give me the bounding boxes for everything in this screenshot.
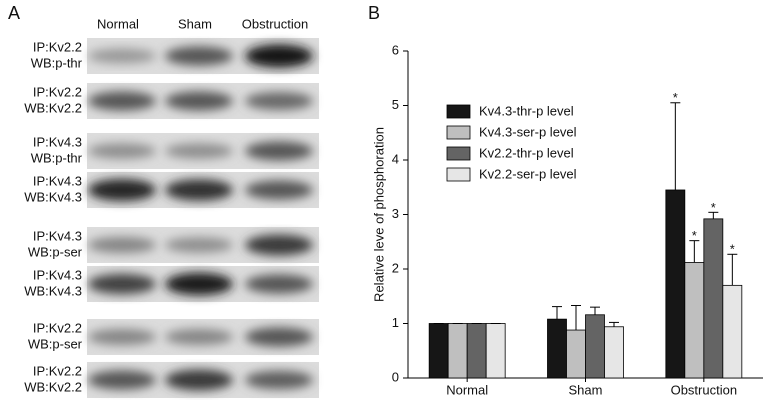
band: [88, 48, 156, 64]
bar: [585, 314, 605, 379]
error-bar: [571, 305, 581, 331]
row-label: IP:Kv2.2: [33, 84, 82, 99]
legend-swatch: [446, 146, 471, 161]
row-label: IP:Kv2.2: [33, 363, 82, 378]
row-label: WB:Kv4.3: [24, 189, 82, 204]
band: [245, 274, 313, 294]
error-bar: [708, 211, 719, 219]
significance-mark: *: [730, 242, 735, 257]
y-axis-label: Relative leve of phosphoration: [371, 127, 386, 302]
row-label: WB:p-ser: [28, 244, 83, 259]
row-label: WB:p-thr: [31, 55, 83, 70]
bar: [466, 323, 487, 379]
band: [88, 91, 156, 111]
band: [245, 92, 313, 110]
y-tick-label: 5: [392, 97, 399, 112]
row-label: IP:Kv4.3: [33, 173, 82, 188]
band: [88, 370, 156, 390]
bar: [447, 323, 468, 379]
y-tick-label: 4: [392, 151, 399, 166]
row-label: WB:p-ser: [28, 336, 83, 351]
row-label: IP:Kv4.3: [33, 267, 82, 282]
band: [245, 327, 313, 347]
band: [245, 234, 313, 256]
band: [88, 328, 156, 346]
band: [165, 237, 233, 253]
band: [88, 273, 156, 295]
x-tick-label: Normal: [446, 382, 488, 397]
row-label: IP:Kv4.3: [33, 134, 82, 149]
band: [165, 179, 233, 201]
x-tick-label: Obstruction: [671, 382, 737, 397]
column-label: Sham: [178, 16, 212, 31]
y-tick-label: 6: [392, 42, 399, 57]
band: [165, 143, 233, 159]
band: [88, 143, 156, 159]
legend-label: Kv4.3-thr-p level: [479, 103, 574, 118]
band: [245, 141, 313, 161]
legend-label: Kv2.2-thr-p level: [479, 145, 574, 160]
x-tick-label: Sham: [569, 382, 603, 397]
bar: [485, 323, 506, 379]
band: [165, 46, 233, 66]
band: [245, 180, 313, 200]
band: [245, 370, 313, 390]
row-label: IP:Kv4.3: [33, 228, 82, 243]
legend-label: Kv4.3-ser-p level: [479, 124, 577, 139]
bar: [722, 284, 743, 379]
blot-panel: Normal Sham ObstructionIP:Kv2.2WB:p-thrIP:…: [24, 16, 319, 398]
error-bar: [590, 306, 600, 315]
bar: [566, 329, 586, 379]
significance-mark: *: [692, 228, 697, 243]
error-bar: [670, 102, 681, 190]
row-label: WB:Kv2.2: [24, 100, 82, 115]
band: [88, 236, 156, 254]
column-label: Normal: [97, 16, 139, 31]
error-bar: [727, 253, 738, 286]
y-tick-label: 3: [392, 206, 399, 221]
y-tick-label: 2: [392, 260, 399, 275]
panel-label: B: [368, 3, 380, 23]
band: [165, 369, 233, 391]
row-label: WB:p-thr: [31, 150, 83, 165]
row-label: WB:Kv4.3: [24, 283, 82, 298]
y-tick-label: 0: [392, 369, 399, 384]
bar-chart: 0 1 2 3 4 5 6 Relative leve of phosphoration Nor…: [371, 42, 763, 397]
significance-mark: *: [711, 200, 716, 215]
row-label: IP:Kv2.2: [33, 320, 82, 335]
band: [165, 328, 233, 346]
error-bar: [689, 240, 700, 263]
error-bar: [609, 321, 619, 327]
column-label: Obstruction: [242, 16, 308, 31]
panel-label: A: [8, 3, 20, 23]
bar: [703, 218, 724, 379]
band: [165, 91, 233, 111]
row-label: WB:Kv2.2: [24, 379, 82, 394]
legend-label: Kv2.2-ser-p level: [479, 166, 577, 181]
band: [165, 272, 233, 296]
row-label: IP:Kv2.2: [33, 39, 82, 54]
bar: [547, 318, 567, 379]
bar: [428, 323, 449, 379]
significance-mark: *: [673, 90, 678, 105]
bar: [665, 189, 686, 379]
legend-swatch: [446, 125, 471, 140]
bar: [604, 326, 624, 379]
legend-swatch: [446, 104, 471, 119]
bar: [684, 262, 705, 379]
error-bar: [552, 306, 562, 320]
band: [245, 44, 313, 68]
y-tick-label: 1: [392, 315, 399, 330]
band: [88, 178, 156, 202]
legend-swatch: [446, 167, 471, 182]
